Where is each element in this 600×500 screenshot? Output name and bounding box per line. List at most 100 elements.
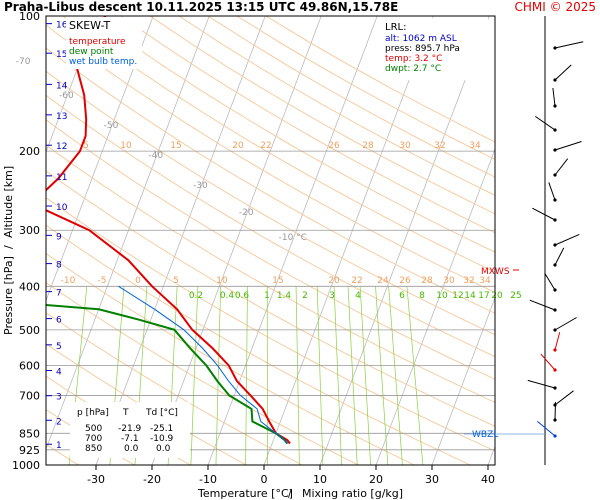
x-axis-title-sep: /	[288, 487, 292, 500]
credit-link[interactable]: CHMI © 2025	[514, 0, 596, 14]
pressure-tick-label: 300	[19, 224, 40, 237]
wind-barb-dot	[553, 173, 557, 177]
wind-barb-dot	[553, 243, 557, 247]
mixing-ratio-labels: 0.2 0.4 0.6 1 1.4 2 3 4 6 8 10 12 14 17 20 25	[189, 291, 522, 301]
wind-barb	[535, 115, 556, 131]
dry-adiabat	[46, 144, 495, 403]
wind-barb	[554, 41, 584, 49]
wind-barb	[554, 332, 561, 351]
dry-adiabat	[46, 119, 495, 380]
legend-wetbulb: wet bulb temp.	[69, 57, 137, 67]
wind-barb-dot	[553, 104, 557, 108]
wbzl-label: WBZL	[472, 430, 498, 440]
isotherm	[544, 16, 600, 465]
table-cell: 500	[85, 424, 102, 434]
isotherm	[375, 148, 495, 465]
table-cell: 850	[85, 444, 102, 454]
dry-adiabat	[149, 16, 495, 215]
wind-barb-dot	[553, 308, 557, 312]
lrl-temp: temp: 3.2 °C	[385, 54, 442, 64]
wind-barbs-panel	[527, 16, 584, 465]
table-cell: 0.0	[156, 444, 171, 454]
altitude-tick-label: 5	[56, 342, 62, 352]
adiabat-label: 28	[421, 276, 433, 286]
mixing-ratio-label: 0.2	[189, 291, 203, 301]
wind-barb	[537, 421, 556, 437]
mixing-ratio-label: 3	[329, 291, 335, 301]
isotherm	[263, 16, 434, 465]
mixing-ratio-label: 0.6	[235, 291, 250, 301]
isotherm-label: -20	[239, 208, 254, 218]
mixing-ratio-line	[388, 286, 403, 465]
wind-barb	[554, 141, 582, 151]
mxws-label: MXWS	[481, 267, 510, 277]
wind-barb	[554, 158, 569, 176]
altitude-tick-label: 8	[56, 261, 62, 271]
isotherm	[46, 16, 210, 451]
lrl-alt: alt: 1062 m ASL	[385, 34, 457, 44]
isotherm	[46, 16, 98, 154]
wind-barb-dot	[553, 78, 557, 82]
mixing-ratio-label: 1.4	[277, 291, 292, 301]
adiabat-label: 10	[120, 141, 132, 151]
x-axis-title-temp: Temperature [°C]	[197, 487, 293, 500]
x-tick-label: 30	[425, 473, 439, 486]
wind-barb-dot	[553, 328, 557, 332]
altitude-tick-label: 10	[56, 203, 68, 213]
table-header-t: T	[122, 408, 129, 418]
mixing-ratio-line	[316, 286, 324, 465]
wind-barb-dot	[553, 368, 557, 372]
lrl-box	[382, 18, 488, 80]
adiabat-label: 32	[434, 141, 445, 151]
legend-title: SKEW-T	[69, 19, 111, 32]
isotherm	[95, 16, 266, 465]
altitude-tick-label: 14	[56, 81, 68, 91]
table-cell: 0.0	[124, 444, 139, 454]
wind-barb	[554, 317, 577, 331]
isotherm-label: -60	[59, 91, 74, 101]
isotherm-labels: -80 °C-70-60-50-40-30-20-10 °C	[16, 57, 307, 243]
chart-header-title: Praha-Libus descent 10.11.2025 13:15 UTC…	[4, 0, 399, 14]
wet-bulb-temp-line	[118, 285, 289, 444]
altitude-tick-label: 15	[56, 50, 67, 60]
adiabat-label: 34	[469, 141, 481, 151]
wind-barb	[554, 233, 580, 246]
isotherm-label: -70	[16, 57, 31, 67]
isotherm-label: -30	[193, 181, 208, 191]
adiabat-label: 15	[272, 276, 283, 286]
wind-barb	[552, 87, 556, 107]
table-cell: -10.9	[150, 434, 174, 444]
isotherm	[431, 296, 495, 465]
table-cell: -21.9	[118, 424, 142, 434]
adiabat-label: 5	[173, 276, 179, 286]
x-tick-label: -20	[143, 473, 161, 486]
legend-temperature: temperature	[69, 37, 126, 47]
wind-barb	[554, 64, 572, 81]
pressure-tick-label: 925	[19, 444, 40, 457]
isotherm	[487, 445, 495, 465]
adiabat-label: 32	[463, 276, 474, 286]
altitude-tick-label: 13	[56, 112, 67, 122]
wind-barb-dot	[553, 288, 557, 292]
adiabat-label: -10	[61, 276, 76, 286]
adiabat-label: 10	[216, 276, 228, 286]
adiabat-label: 0	[135, 276, 141, 286]
wind-barb-dot	[553, 263, 557, 267]
mixing-ratio-label: 1	[264, 291, 270, 301]
adiabat-label: 28	[362, 141, 374, 151]
mixing-ratio-label: 17	[478, 291, 489, 301]
dry-adiabat	[46, 47, 495, 314]
pressure-tick-label: 1000	[12, 459, 40, 472]
y-axis-title-pressure: Pressure [hPa]	[2, 256, 15, 335]
x-tick-label: 0	[261, 473, 268, 486]
wind-barb	[529, 299, 556, 311]
mixing-ratio-label: 6	[399, 291, 405, 301]
wind-barb	[540, 353, 556, 371]
pressure-tick-label: 400	[19, 280, 40, 293]
lrl-press: press: 895.7 hPa	[385, 44, 460, 54]
table-cell: 700	[85, 434, 102, 444]
wind-barb	[554, 390, 574, 406]
altitude-tick-label: 9	[56, 232, 62, 242]
mixing-ratio-label: 8	[419, 291, 425, 301]
